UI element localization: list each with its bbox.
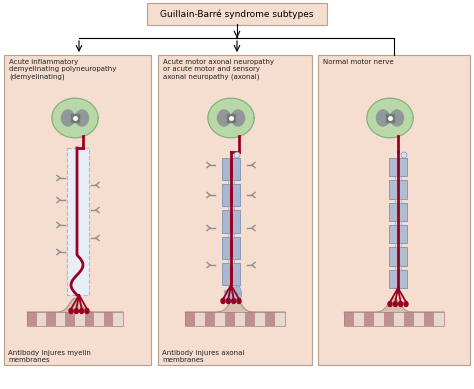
Bar [195,312,205,326]
Ellipse shape [69,308,73,314]
Bar [344,312,444,326]
Bar [384,312,394,326]
Bar [104,312,113,326]
Bar [36,312,46,326]
Bar [389,247,407,266]
Text: Normal motor nerve: Normal motor nerve [323,59,393,65]
Text: Acute motor axonal neuropathy
or acute motor and sensory
axonal neuropathy (axon: Acute motor axonal neuropathy or acute m… [163,59,274,79]
Ellipse shape [393,301,397,307]
Bar [27,312,36,326]
Bar [318,55,470,365]
Bar [265,312,275,326]
Bar [222,158,240,180]
Bar [434,312,444,326]
Ellipse shape [404,301,408,307]
Polygon shape [367,98,413,138]
Ellipse shape [221,298,225,303]
Bar [215,312,225,326]
Bar [424,312,434,326]
Bar [222,263,240,285]
Bar [228,233,234,237]
Bar [27,312,123,326]
Bar [75,312,84,326]
Text: Acute inflammatory
demyelinating polyneuropathy
(demyelinating): Acute inflammatory demyelinating polyneu… [9,59,117,79]
Bar [228,180,234,184]
Bar [46,312,56,326]
Bar [395,244,401,247]
Ellipse shape [80,308,84,314]
Bar [354,312,364,326]
Ellipse shape [62,110,74,126]
Bar [414,312,424,326]
Bar [65,312,75,326]
Bar [404,312,414,326]
Bar [389,203,407,221]
Bar [185,312,195,326]
Ellipse shape [376,110,390,126]
Bar [395,176,401,180]
Bar [344,312,354,326]
Ellipse shape [237,298,241,303]
FancyBboxPatch shape [224,286,242,298]
FancyBboxPatch shape [147,3,327,25]
Text: Antibody injures axonal
membranes: Antibody injures axonal membranes [162,350,245,363]
Ellipse shape [75,110,89,126]
Bar [394,312,404,326]
Text: Antibody injures myelin
membranes: Antibody injures myelin membranes [8,350,91,363]
Polygon shape [208,98,254,138]
Ellipse shape [388,301,392,307]
Bar [374,312,384,326]
Bar [389,158,407,176]
Bar [158,55,312,365]
Bar [67,148,89,295]
Bar [275,312,285,326]
Bar [389,270,407,288]
Bar [222,237,240,259]
Bar [185,312,285,326]
Ellipse shape [401,152,407,158]
Ellipse shape [232,298,236,303]
Bar [228,207,234,210]
Bar [227,114,235,122]
Bar [255,312,265,326]
Bar [56,312,65,326]
Bar [222,184,240,207]
Bar [222,210,240,233]
Bar [395,199,401,203]
Bar [84,312,94,326]
Ellipse shape [218,110,230,126]
Ellipse shape [391,110,403,126]
Bar [395,221,401,225]
Text: Guillain-Barré syndrome subtypes: Guillain-Barré syndrome subtypes [160,9,314,19]
Ellipse shape [231,110,245,126]
Ellipse shape [399,301,403,307]
Ellipse shape [234,152,240,158]
Polygon shape [52,98,98,138]
Bar [364,312,374,326]
Bar [94,312,104,326]
Bar [225,312,235,326]
Bar [71,114,79,122]
Ellipse shape [226,298,230,303]
Bar [205,312,215,326]
Bar [386,114,394,122]
Ellipse shape [85,308,89,314]
Bar [4,55,151,365]
Bar [113,312,123,326]
Bar [389,225,407,244]
Bar [228,259,234,263]
Bar [395,266,401,270]
FancyBboxPatch shape [224,292,242,302]
Bar [235,312,245,326]
Bar [389,180,407,199]
Bar [245,312,255,326]
Ellipse shape [74,308,78,314]
